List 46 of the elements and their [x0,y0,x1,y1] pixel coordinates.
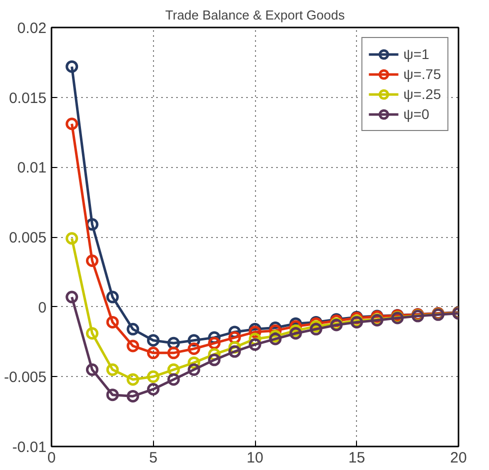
point [167,346,180,360]
point [167,373,180,386]
y-tick-label: 0 [38,299,46,316]
point [106,316,119,328]
point [106,290,119,304]
y-tick-label: 0.01 [17,160,47,177]
point [289,327,302,340]
point [66,118,78,130]
point [126,340,140,352]
point [86,327,98,340]
point [66,290,78,304]
point [310,322,322,336]
y-tick-label: -0.005 [4,369,47,386]
point [66,232,78,245]
point [208,336,221,350]
y-tick-label: 0.02 [17,20,47,37]
point [269,332,282,346]
y-tick-label: -0.01 [12,439,47,456]
point [86,254,98,267]
y-tick-label: 0.005 [8,230,47,246]
x-tick-label: 10 [246,450,264,466]
point [188,363,200,376]
y-tick-label: 0.015 [8,90,47,107]
point [248,338,262,351]
point [106,388,119,402]
point [66,60,78,73]
point [188,342,200,355]
legend-label: ψ=1 [403,46,430,62]
point [126,373,140,386]
x-tick-label: 5 [149,450,158,466]
point [147,382,160,396]
point [86,363,98,376]
point [106,363,119,376]
point [208,354,221,366]
chart-title: Trade Balance & Export Goods [165,8,346,22]
point [126,390,140,402]
point [147,334,160,347]
legend-label: ψ=.25 [403,86,441,102]
point [147,370,160,383]
point [126,322,140,336]
x-tick-label: 15 [348,450,366,466]
point [228,345,241,358]
point [147,346,160,360]
x-tick-label: 20 [450,450,467,466]
legend-label: ψ=0 [403,106,430,122]
legend-label: ψ=.75 [403,66,441,82]
